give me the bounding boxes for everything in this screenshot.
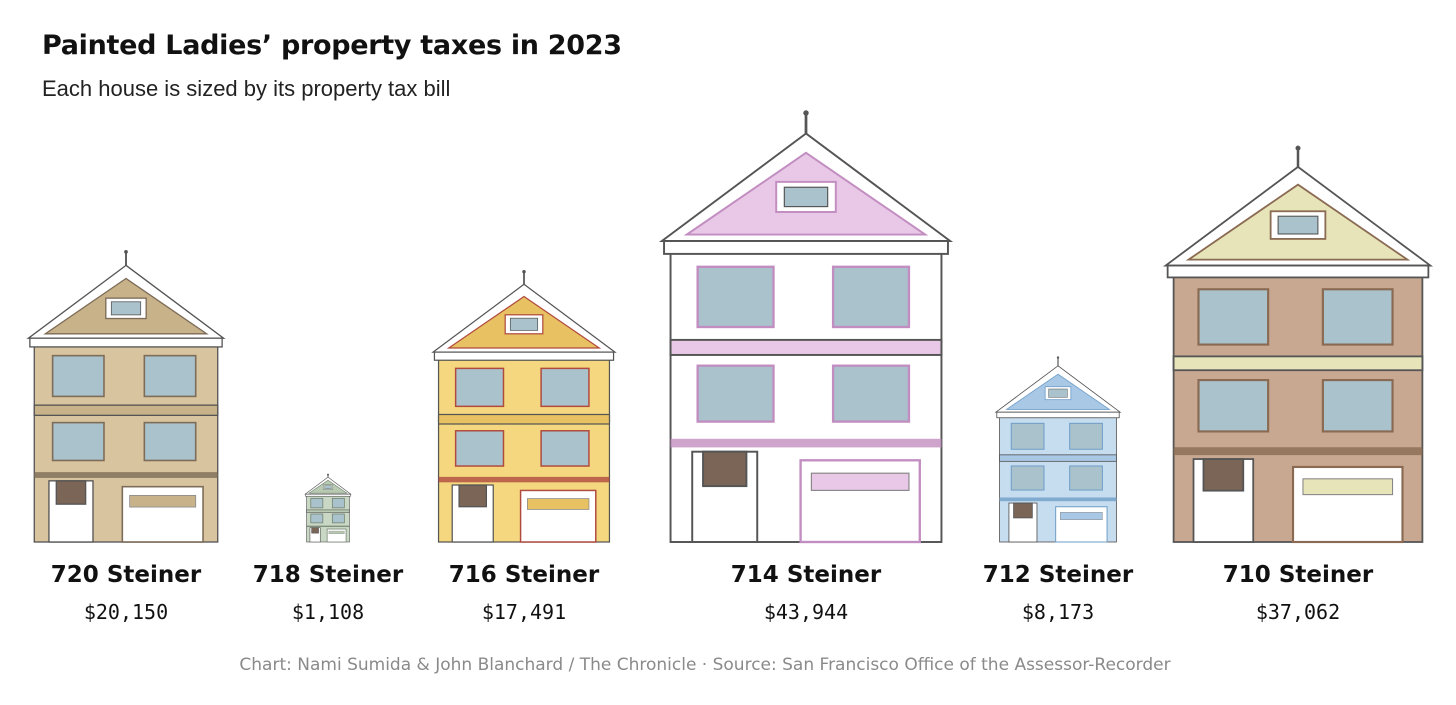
gable-window-glass xyxy=(509,317,539,331)
house-finial xyxy=(327,473,329,476)
ground-trim xyxy=(438,476,610,483)
gable-window-glass xyxy=(1048,388,1068,398)
house-door xyxy=(55,480,87,505)
house-714-steiner xyxy=(658,110,954,544)
house-label: 710 Steiner xyxy=(1223,562,1374,588)
chart-subtitle: Each house is sized by its property tax … xyxy=(42,76,451,101)
middle-window-left xyxy=(454,430,505,467)
house-trim-band xyxy=(33,404,219,417)
upper-window-right xyxy=(831,265,911,329)
house-710-steiner xyxy=(1162,145,1434,544)
house-cornice xyxy=(996,411,1120,419)
garage-windows xyxy=(527,498,590,510)
house-cornice xyxy=(305,493,351,497)
middle-window-right xyxy=(143,421,197,462)
house-trim-band xyxy=(999,454,1117,462)
house-718-steiner xyxy=(304,473,352,543)
house-garage xyxy=(519,489,597,543)
ground-trim xyxy=(34,472,218,478)
house-door xyxy=(311,527,319,534)
upper-window-right xyxy=(1321,288,1394,346)
upper-window-left xyxy=(1197,288,1270,346)
house-door xyxy=(1013,502,1033,519)
garage-windows xyxy=(328,530,345,534)
upper-window-left xyxy=(696,265,775,329)
house-garage xyxy=(799,459,921,544)
upper-window-right xyxy=(331,497,345,509)
middle-window-left xyxy=(51,421,105,462)
upper-window-right xyxy=(143,354,197,398)
house-door xyxy=(702,450,748,488)
house-tax-value: $1,108 xyxy=(292,600,364,624)
gable-window-glass xyxy=(110,301,142,316)
gable-window-glass xyxy=(324,485,332,489)
ground-trim xyxy=(670,438,942,448)
house-chart: 720 Steiner $20,150 718 Steiner $1,108 716 S… xyxy=(26,110,1434,624)
middle-window-right xyxy=(831,364,911,423)
house-door xyxy=(1202,458,1245,492)
house-finial xyxy=(124,249,128,254)
house-tax-value: $17,491 xyxy=(482,600,566,624)
house-label: 718 Steiner xyxy=(253,562,404,588)
house-cornice xyxy=(663,240,949,255)
house-trim-band xyxy=(437,413,611,425)
house-712-steiner xyxy=(994,356,1122,543)
house-finial xyxy=(803,110,809,116)
middle-window-left xyxy=(1010,465,1045,491)
upper-window-left xyxy=(51,354,105,398)
gable-window-glass xyxy=(1277,215,1319,235)
source-credit: Chart: Nami Sumida & John Blanchard / Th… xyxy=(239,655,1171,675)
upper-window-left xyxy=(1010,422,1045,450)
middle-window-right xyxy=(1069,465,1103,491)
house-tax-value: $8,173 xyxy=(1022,600,1094,624)
middle-window-right xyxy=(331,513,345,524)
house-finial xyxy=(1295,145,1301,151)
middle-window-left xyxy=(1197,379,1270,433)
house-garage xyxy=(121,485,204,543)
house-trim-band xyxy=(306,509,350,513)
ground-trim xyxy=(306,525,350,527)
upper-window-left xyxy=(310,497,324,509)
house-finial xyxy=(522,269,526,274)
upper-window-left xyxy=(454,367,505,408)
house-tax-value: $43,944 xyxy=(764,600,848,624)
garage-windows xyxy=(810,472,910,491)
house-garage xyxy=(1291,465,1404,544)
house-label: 714 Steiner xyxy=(731,562,882,588)
ground-trim xyxy=(1173,447,1423,456)
upper-window-right xyxy=(1069,422,1103,450)
house-trim-band xyxy=(669,338,943,356)
middle-window-right xyxy=(540,430,590,467)
garage-windows xyxy=(129,495,197,508)
house-label: 716 Steiner xyxy=(449,562,600,588)
house-716-steiner xyxy=(431,269,617,543)
chart-title: Painted Ladies’ property taxes in 2023 xyxy=(42,30,622,61)
house-label: 712 Steiner xyxy=(983,562,1134,588)
house-trim-band xyxy=(1172,355,1424,372)
house-720-steiner xyxy=(26,249,226,543)
house-label: 720 Steiner xyxy=(51,562,202,588)
house-cornice xyxy=(1166,264,1430,279)
middle-window-left xyxy=(696,364,775,423)
house-door xyxy=(458,484,488,508)
house-finial xyxy=(1056,356,1060,359)
upper-window-right xyxy=(540,367,590,408)
middle-window-right xyxy=(1321,379,1394,433)
house-garage xyxy=(1055,506,1108,543)
garage-windows xyxy=(1302,478,1394,496)
gable-window-glass xyxy=(783,186,829,208)
house-cornice xyxy=(29,337,223,348)
house-tax-value: $20,150 xyxy=(84,600,168,624)
middle-window-left xyxy=(310,513,324,524)
ground-trim xyxy=(999,497,1117,502)
house-cornice xyxy=(433,351,615,361)
house-tax-value: $37,062 xyxy=(1256,600,1340,624)
garage-windows xyxy=(1060,512,1103,520)
